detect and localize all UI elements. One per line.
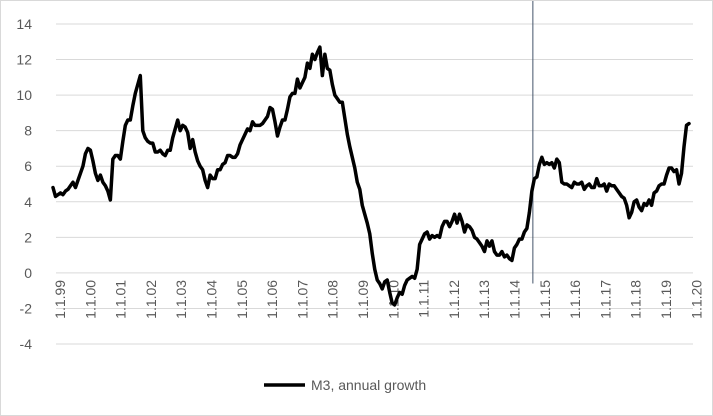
x-tick-label: 1.1.07 bbox=[294, 280, 310, 319]
x-tick-label: 1.1.06 bbox=[264, 280, 280, 319]
x-tick-label: 1.1.19 bbox=[658, 280, 674, 319]
y-tick-label: -4 bbox=[20, 336, 33, 352]
x-tick-label: 1.1.18 bbox=[628, 280, 644, 319]
x-tick-label: 1.1.99 bbox=[52, 280, 68, 319]
x-axis-tick-labels: 1.1.99 1.1.00 1.1.01 1.1.02 1.1.03 1.1.04 1.1.… bbox=[52, 280, 704, 319]
series-line-m3-annual-growth bbox=[51, 45, 691, 307]
gridlines bbox=[56, 23, 693, 345]
x-tick-label: 1.1.20 bbox=[688, 280, 704, 319]
y-tick-label: 14 bbox=[16, 16, 32, 32]
x-tick-label: 1.1.05 bbox=[234, 280, 250, 319]
y-axis-tick-labels: -4 -2 0 2 4 6 8 10 12 14 bbox=[16, 16, 32, 352]
y-tick-label: 6 bbox=[24, 158, 32, 174]
x-tick-label: 1.1.14 bbox=[507, 280, 523, 319]
x-tick-label: 1.1.12 bbox=[446, 280, 462, 319]
y-tick-label: 4 bbox=[24, 194, 32, 210]
y-tick-label: 0 bbox=[24, 265, 32, 281]
x-tick-label: 1.1.01 bbox=[113, 280, 129, 319]
x-tick-label: 1.1.09 bbox=[355, 280, 371, 319]
x-tick-label: 1.1.08 bbox=[325, 280, 341, 319]
x-tick-label: 1.1.15 bbox=[537, 280, 553, 319]
x-tick-label: 1.1.04 bbox=[204, 280, 220, 319]
y-tick-label: 10 bbox=[16, 87, 32, 103]
x-tick-label: 1.1.00 bbox=[82, 280, 98, 319]
x-tick-label: 1.1.17 bbox=[597, 280, 613, 319]
x-tick-label: 1.1.11 bbox=[416, 280, 432, 318]
y-tick-label: 8 bbox=[24, 123, 32, 139]
y-tick-label: 12 bbox=[16, 52, 32, 68]
legend-label: M3, annual growth bbox=[311, 377, 426, 393]
x-tick-label: 1.1.16 bbox=[567, 280, 583, 319]
legend: M3, annual growth bbox=[264, 377, 426, 393]
y-tick-label: 2 bbox=[24, 229, 32, 245]
x-tick-label: 1.1.02 bbox=[143, 280, 159, 319]
y-tick-label: -2 bbox=[20, 300, 33, 316]
x-tick-label: 1.1.13 bbox=[476, 280, 492, 319]
x-tick-label: 1.1.03 bbox=[173, 280, 189, 319]
